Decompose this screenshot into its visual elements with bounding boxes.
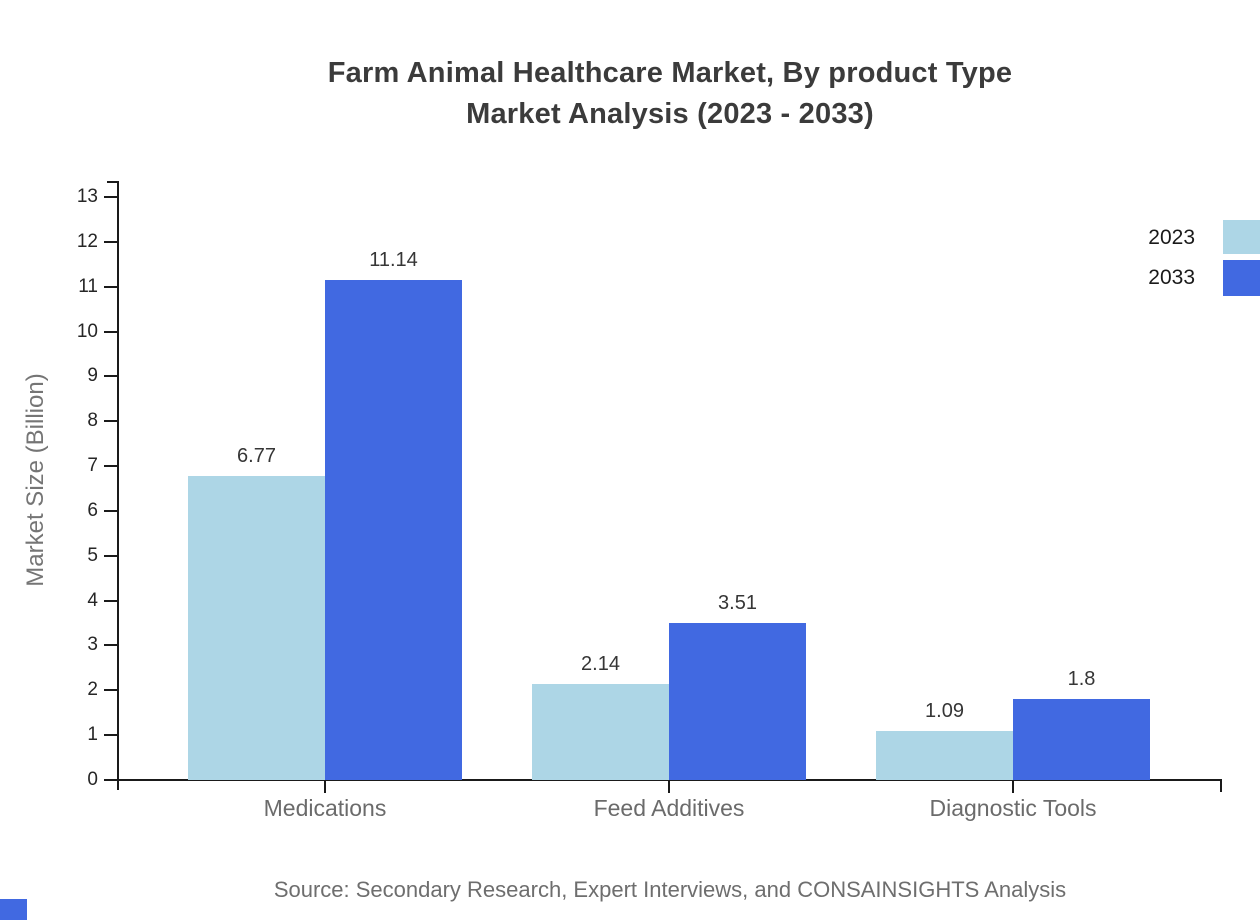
category-label: Feed Additives [593, 795, 745, 821]
y-tick-label: 4 [87, 589, 98, 611]
legend-swatch-2023 [1223, 220, 1260, 254]
y-tick [104, 420, 117, 423]
y-tick [104, 240, 117, 243]
x-tick [324, 781, 326, 793]
y-tick-label: 5 [87, 544, 98, 566]
bar-2033-medications [325, 280, 462, 780]
y-tick-label: 11 [78, 275, 98, 297]
bar-2033-feed-additives [669, 622, 806, 780]
y-tick-label: 13 [76, 186, 98, 207]
y-tick [104, 285, 117, 288]
source-note: Source: Secondary Research, Expert Inter… [273, 877, 1067, 902]
y-tick-label: 9 [87, 365, 98, 387]
y-tick [104, 644, 117, 647]
bar-value-label: 3.51 [718, 591, 757, 614]
x-axis-line [117, 779, 1222, 781]
x-tick [1012, 781, 1014, 793]
y-tick [104, 375, 117, 378]
chart-title-line-1: Farm Animal Healthcare Market, By produc… [327, 57, 1013, 89]
y-tick-label: 7 [87, 455, 98, 477]
y-tick [104, 509, 117, 512]
y-tick-label: 3 [87, 634, 98, 656]
y-tick-label: 6 [87, 499, 98, 521]
y-axis-end-tick [107, 181, 119, 183]
bar-2023-feed-additives [532, 684, 669, 780]
bar-value-label: 2.14 [581, 653, 620, 676]
y-tick [104, 465, 117, 468]
x-tick [668, 781, 670, 793]
category-label: Medications [263, 795, 387, 821]
y-tick-label: 10 [76, 320, 98, 342]
y-tick [104, 689, 117, 692]
category-label: Diagnostic Tools [929, 795, 1097, 821]
y-tick-label: 1 [87, 724, 98, 746]
bar-2023-diagnostic-tools [876, 731, 1013, 780]
chart-title-line-2: Market Analysis (2023 - 2033) [466, 98, 874, 130]
legend-swatch-2033 [1223, 260, 1260, 296]
legend-label-2023: 2023 [1148, 226, 1195, 249]
bar-value-label: 11.14 [369, 249, 418, 272]
y-tick [104, 330, 117, 333]
x-axis-end-tick [1220, 779, 1222, 792]
y-tick-label: 2 [87, 679, 98, 701]
bar-2023-medications [188, 476, 325, 780]
y-tick [104, 599, 117, 602]
y-tick [104, 734, 117, 737]
bar-value-label: 1.8 [1067, 668, 1096, 691]
y-tick [104, 554, 117, 557]
y-axis-line [117, 181, 119, 790]
bar-2033-diagnostic-tools [1013, 699, 1150, 780]
y-tick-label: 8 [87, 410, 98, 432]
y-tick-label: 12 [76, 230, 98, 252]
y-tick [104, 779, 117, 781]
chart-title: Farm Animal Healthcare Market, By produc… [40, 53, 1260, 135]
footer-brand-mark [0, 899, 27, 920]
y-tick-label: 0 [87, 769, 98, 790]
bar-value-label: 6.77 [237, 445, 276, 468]
y-tick [104, 196, 117, 198]
legend-label-2033: 2033 [1148, 266, 1195, 289]
bar-value-label: 1.09 [925, 700, 964, 723]
